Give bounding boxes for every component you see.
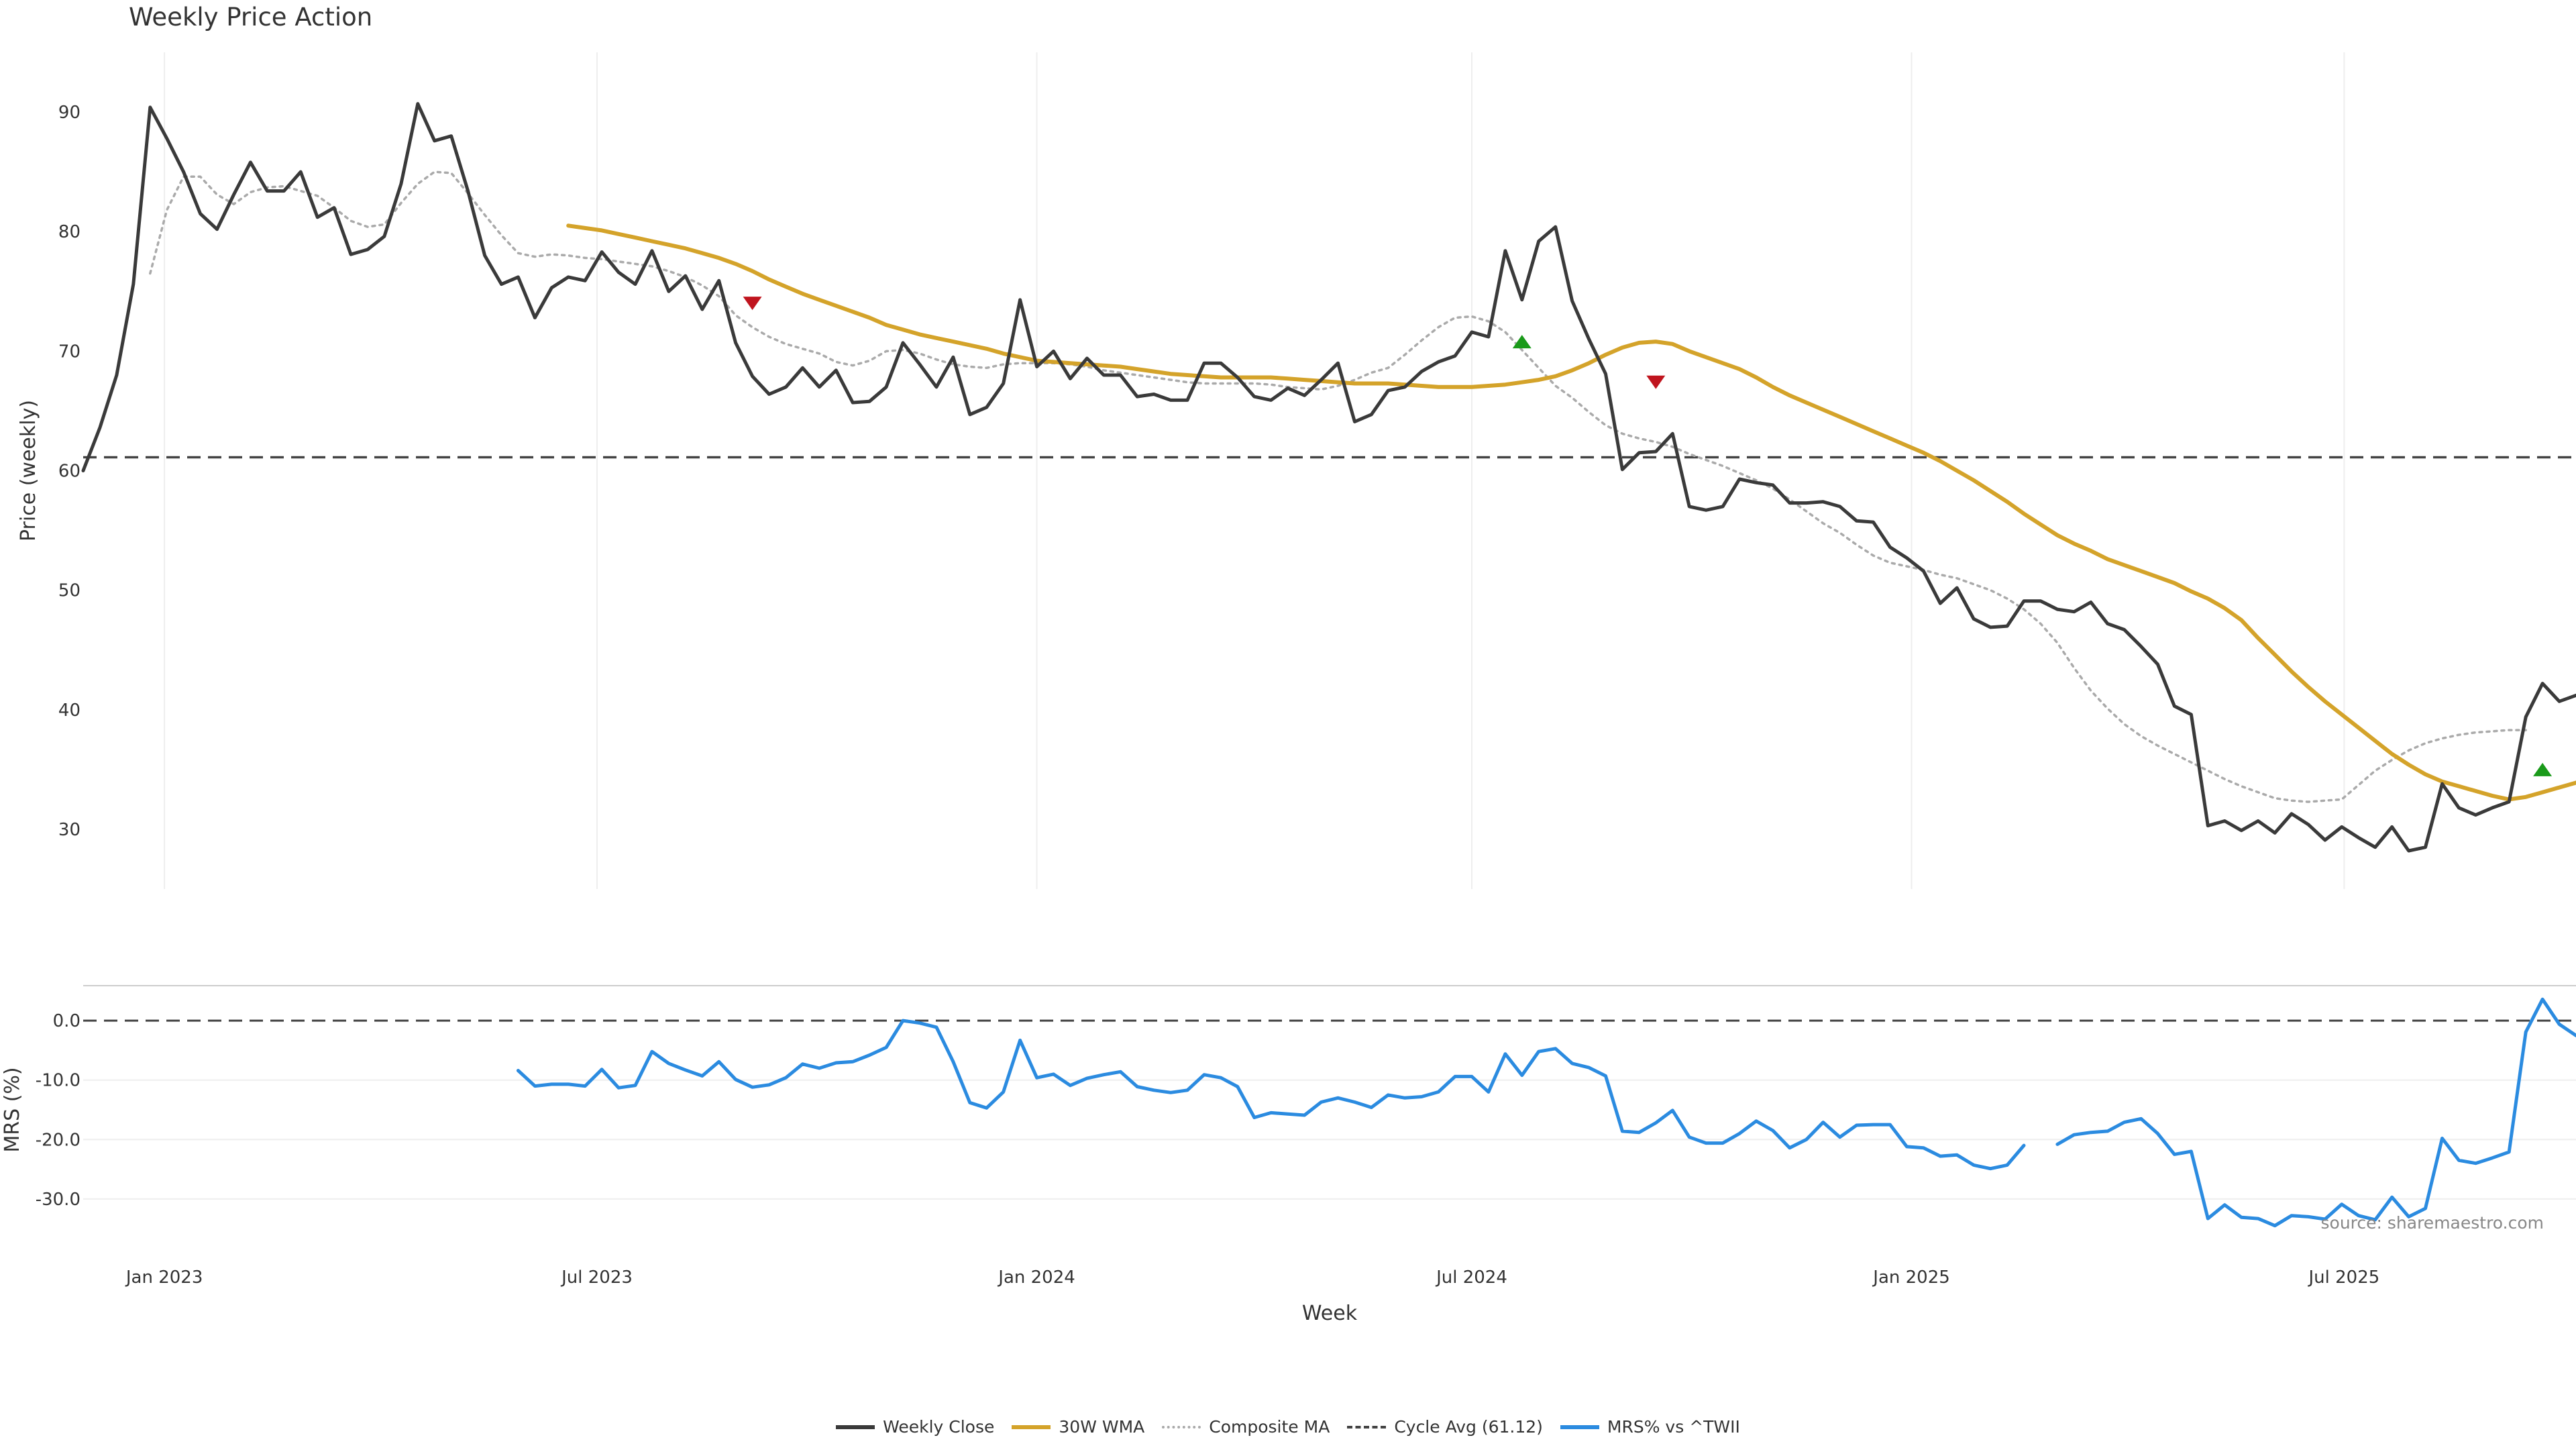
legend-swatch	[1162, 1425, 1201, 1429]
legend-label: 30W WMA	[1059, 1417, 1145, 1437]
legend-swatch	[1012, 1424, 1051, 1429]
legend-item-cycle-avg-61-12: Cycle Avg (61.12)	[1347, 1417, 1543, 1437]
price-ytick-label: 70	[58, 342, 80, 362]
buy-signal-marker	[2533, 762, 2553, 776]
legend-item-mrs-vs-twii: MRS% vs ^TWII	[1560, 1417, 1740, 1437]
legend-item-30w-wma: 30W WMA	[1012, 1417, 1144, 1437]
sell-signal-marker	[743, 297, 762, 311]
legend-swatch	[836, 1424, 875, 1429]
wma-30w-line	[566, 223, 2576, 802]
chart-title: Weekly Price Action	[129, 3, 373, 32]
mrs-ytick-label: 0.0	[53, 1011, 80, 1031]
mrs-ylabel: MRS (%)	[1, 1067, 24, 1152]
price-ytick-label: 50	[58, 581, 80, 601]
price-ytick-label: 40	[58, 701, 80, 721]
legend: Weekly Close 30W WMA Composite MA Cycle Avg…	[0, 1417, 2576, 1437]
composite-ma-line	[149, 170, 2527, 803]
mrs-ytick-label: -10.0	[36, 1071, 80, 1091]
price-ytick-label: 60	[58, 462, 80, 482]
xtick-label-jan-2024: Jan 2024	[997, 1267, 1075, 1288]
price-panel: 30 40 50 60 70 80 90 Price (weekly)	[17, 52, 2576, 889]
mrs-panel: 0.0 -10.0 -20.0 -30.0 MRS (%) Jan 2023 Jul 202…	[1, 985, 2576, 1325]
price-ytick-label: 90	[58, 103, 80, 123]
mrs-ytick-label: -20.0	[36, 1130, 80, 1150]
xtick-label-jan-2023: Jan 2023	[125, 1267, 203, 1288]
source-note: source: sharemaestro.com	[2320, 1213, 2544, 1233]
legend-swatch	[1560, 1424, 1599, 1429]
legend-item-weekly-close: Weekly Close	[836, 1417, 994, 1437]
buy-signal-marker	[1512, 335, 1532, 349]
legend-swatch	[1347, 1425, 1387, 1429]
xtick-label-jul-2024: Jul 2024	[1435, 1267, 1507, 1288]
xtick-label-jan-2025: Jan 2025	[1872, 1267, 1950, 1288]
legend-label: MRS% vs ^TWII	[1607, 1417, 1740, 1437]
sell-signal-marker	[1646, 375, 1666, 389]
xtick-label-jul-2025: Jul 2025	[2308, 1267, 2380, 1288]
xtick-label-jul-2023: Jul 2023	[560, 1267, 633, 1288]
price-ylabel: Price (weekly)	[17, 400, 40, 541]
legend-label: Composite MA	[1209, 1417, 1330, 1437]
mrs-ytick-label: -30.0	[36, 1190, 80, 1210]
weekly-close-line	[81, 102, 2576, 853]
x-axis-label: Week	[1302, 1302, 1358, 1325]
price-ytick-label: 80	[58, 222, 80, 242]
price-ytick-label: 30	[58, 820, 80, 840]
mrs-line	[516, 997, 2576, 1228]
legend-label: Cycle Avg (61.12)	[1394, 1417, 1543, 1437]
legend-label: Weekly Close	[883, 1417, 995, 1437]
legend-item-composite-ma: Composite MA	[1162, 1417, 1330, 1437]
